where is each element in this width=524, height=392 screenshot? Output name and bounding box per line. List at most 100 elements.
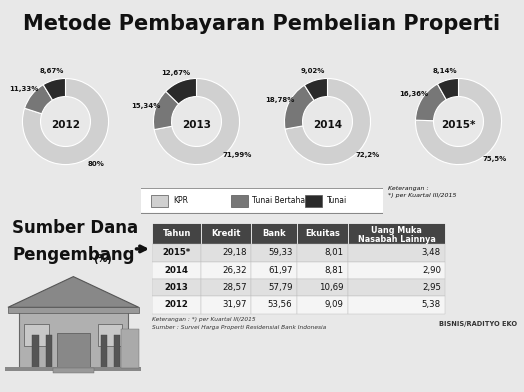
Text: (%): (%) <box>93 254 112 264</box>
Bar <box>201 279 251 296</box>
Text: 8,81: 8,81 <box>325 266 344 275</box>
Text: 2013: 2013 <box>165 283 189 292</box>
Bar <box>251 296 297 314</box>
Bar <box>251 223 297 244</box>
Text: 71,99%: 71,99% <box>222 152 252 158</box>
Text: Bank: Bank <box>262 229 286 238</box>
Text: 2,90: 2,90 <box>422 266 441 275</box>
Bar <box>201 223 251 244</box>
Bar <box>201 296 251 314</box>
Text: 59,33: 59,33 <box>268 249 292 258</box>
Text: 75,5%: 75,5% <box>483 156 507 162</box>
Text: BISNIS/RADITYO EKO: BISNIS/RADITYO EKO <box>439 321 517 327</box>
Bar <box>297 279 348 296</box>
Wedge shape <box>166 78 196 104</box>
Text: 9,02%: 9,02% <box>301 68 325 74</box>
Bar <box>32 335 39 368</box>
Text: 2,95: 2,95 <box>422 283 441 292</box>
Text: Sumber : Survei Harga Properti Residensial Bank Indonesia: Sumber : Survei Harga Properti Residensi… <box>152 325 326 330</box>
Bar <box>57 332 90 368</box>
Bar <box>53 368 94 373</box>
Wedge shape <box>416 84 446 121</box>
Text: Tahun: Tahun <box>162 229 191 238</box>
Bar <box>348 223 445 244</box>
Wedge shape <box>154 91 179 130</box>
Bar <box>152 261 201 279</box>
Text: 80%: 80% <box>88 161 105 167</box>
Polygon shape <box>8 277 139 307</box>
Text: 11,33%: 11,33% <box>9 86 39 92</box>
Bar <box>348 261 445 279</box>
Bar <box>152 223 201 244</box>
Text: Nasabah Lainnya: Nasabah Lainnya <box>358 235 436 244</box>
Text: 2013: 2013 <box>182 120 211 130</box>
Bar <box>19 307 128 368</box>
Bar <box>297 296 348 314</box>
Text: 16,36%: 16,36% <box>399 91 428 97</box>
Wedge shape <box>304 78 328 100</box>
Bar <box>101 335 107 368</box>
Text: 12,67%: 12,67% <box>161 70 191 76</box>
Text: Uang Muka: Uang Muka <box>372 226 422 235</box>
Text: 2014: 2014 <box>165 266 189 275</box>
Bar <box>151 194 168 207</box>
Wedge shape <box>416 78 501 165</box>
Text: 57,79: 57,79 <box>268 283 292 292</box>
Bar <box>251 279 297 296</box>
Text: Pengembang: Pengembang <box>13 245 135 263</box>
Wedge shape <box>23 78 108 165</box>
Text: KPR: KPR <box>173 196 188 205</box>
Text: 3,48: 3,48 <box>422 249 441 258</box>
Text: 61,97: 61,97 <box>268 266 292 275</box>
Text: 2015*: 2015* <box>441 120 476 130</box>
Bar <box>348 279 445 296</box>
Bar <box>98 324 123 346</box>
Wedge shape <box>285 78 370 165</box>
Text: 15,34%: 15,34% <box>132 103 161 109</box>
Bar <box>46 335 52 368</box>
Text: 2014: 2014 <box>313 120 342 130</box>
Text: 72,2%: 72,2% <box>356 152 380 158</box>
Text: Kredit: Kredit <box>212 229 241 238</box>
Bar <box>201 261 251 279</box>
Text: 8,14%: 8,14% <box>433 68 457 74</box>
Text: 31,97: 31,97 <box>222 300 247 309</box>
Text: Keterangan : *) per Kuartal III/2015: Keterangan : *) per Kuartal III/2015 <box>152 317 256 322</box>
Text: 26,32: 26,32 <box>222 266 247 275</box>
Text: 8,67%: 8,67% <box>39 68 63 74</box>
Text: Tunai: Tunai <box>327 196 347 205</box>
Text: Keterangan :
*) per Kuartal III/2015: Keterangan : *) per Kuartal III/2015 <box>388 186 456 198</box>
Bar <box>152 279 201 296</box>
Bar <box>152 244 201 261</box>
Bar <box>297 261 348 279</box>
Text: 18,78%: 18,78% <box>265 97 294 103</box>
Bar <box>305 194 322 207</box>
Bar <box>297 223 348 244</box>
Bar <box>152 296 201 314</box>
Text: 2015*: 2015* <box>162 249 191 258</box>
Wedge shape <box>285 85 314 129</box>
Wedge shape <box>25 85 52 114</box>
Text: 53,56: 53,56 <box>268 300 292 309</box>
Text: 2012: 2012 <box>51 120 80 130</box>
Wedge shape <box>43 78 66 100</box>
Bar <box>8 307 139 313</box>
Bar <box>201 244 251 261</box>
Text: 5,38: 5,38 <box>422 300 441 309</box>
Text: 2012: 2012 <box>165 300 189 309</box>
Bar <box>5 367 141 371</box>
Bar <box>114 335 121 368</box>
Bar <box>231 194 247 207</box>
Bar <box>348 244 445 261</box>
Wedge shape <box>438 78 458 100</box>
Text: Ekuitas: Ekuitas <box>305 229 340 238</box>
Text: 29,18: 29,18 <box>222 249 247 258</box>
Bar <box>297 244 348 261</box>
Text: 8,01: 8,01 <box>325 249 344 258</box>
FancyBboxPatch shape <box>132 188 392 214</box>
Text: Metode Pembayaran Pembelian Properti: Metode Pembayaran Pembelian Properti <box>24 14 500 34</box>
Text: Tunai Bertahap: Tunai Bertahap <box>253 196 310 205</box>
Bar <box>251 244 297 261</box>
Text: Sumber Dana: Sumber Dana <box>13 219 138 237</box>
Text: 10,69: 10,69 <box>319 283 344 292</box>
